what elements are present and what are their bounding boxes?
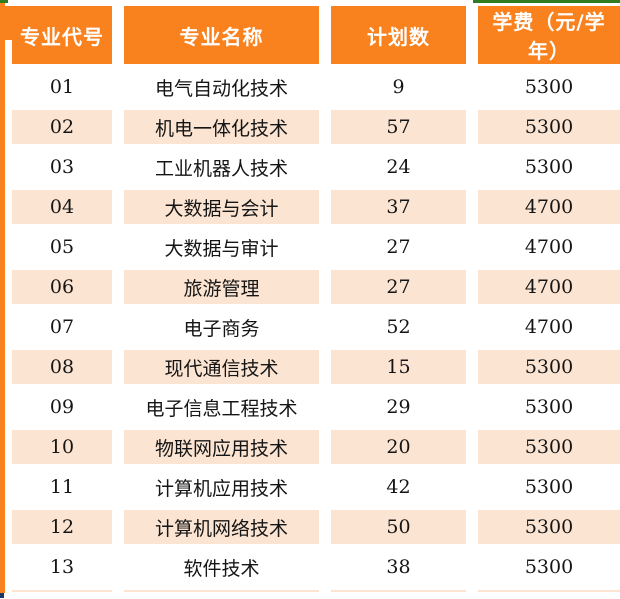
green-top-line [473,0,620,3]
plan-count-cell: 9 [392,76,405,98]
plan-count-cell: 15 [331,350,466,384]
major-code-cell: 03 [49,156,75,178]
tuition-cell: 5300 [524,76,574,98]
table-row: 12 计算机网络技术 50 5300 [12,510,620,544]
plan-count-cell: 50 [331,510,466,544]
major-name-cell: 电子商务 [183,317,260,340]
major-code-cell: 07 [49,316,75,338]
major-code-cell: 05 [49,236,75,258]
column-header-major-name: 专业名称 [124,6,319,64]
table-row: 08 现代通信技术 15 5300 [12,350,620,384]
tuition-cell: 4700 [524,236,574,258]
major-name-cell: 旅游管理 [124,270,319,304]
tuition-cell: 5300 [524,476,574,498]
major-code-cell: 12 [12,510,112,544]
major-name-cell: 机电一体化技术 [124,110,319,144]
green-corner-tick [0,0,8,3]
major-name-cell: 现代通信技术 [124,350,319,384]
plan-count-cell: 29 [386,396,411,418]
plan-count-cell: 20 [331,430,466,464]
table-row: 10 物联网应用技术 20 5300 [12,430,620,464]
tuition-cell: 5300 [478,430,620,464]
major-name-cell: 大数据与审计 [164,237,279,260]
major-code-cell: 02 [12,110,112,144]
tuition-cell: 5300 [524,556,574,578]
plan-count-cell: 57 [331,110,466,144]
tuition-cell: 4700 [478,270,620,304]
navy-bottom-tick [0,593,4,598]
major-code-cell: 11 [49,476,75,498]
major-code-cell: 08 [12,350,112,384]
plan-count-cell: 38 [386,556,411,578]
plan-count-cell: 42 [386,476,411,498]
major-code-cell: 13 [49,556,75,578]
bottom-margin [5,592,620,599]
plan-count-cell: 27 [386,236,411,258]
major-name-cell: 电子信息工程技术 [145,397,298,420]
major-code-cell: 01 [49,76,75,98]
table-row: 05 大数据与审计 27 4700 [12,230,620,264]
tuition-cell: 4700 [478,190,620,224]
column-header-major-code: 专业代号 [12,6,112,64]
tuition-cell: 5300 [478,510,620,544]
table-row: 13 软件技术 38 5300 [12,550,620,584]
major-code-cell: 10 [12,430,112,464]
tuition-cell: 4700 [524,316,574,338]
major-code-cell: 04 [12,190,112,224]
major-name-cell: 物联网应用技术 [124,430,319,464]
plan-count-cell: 52 [386,316,411,338]
major-code-cell: 06 [12,270,112,304]
tuition-cell: 5300 [524,156,574,178]
major-name-cell: 计算机应用技术 [154,477,288,500]
major-name-cell: 大数据与会计 [124,190,319,224]
left-accent-strip [0,0,5,593]
column-header-plan-count: 计划数 [331,6,466,64]
table-row: 02 机电一体化技术 57 5300 [12,110,620,144]
table-row: 06 旅游管理 27 4700 [12,270,620,304]
plan-count-cell: 24 [386,156,411,178]
table-row: 03 工业机器人技术 24 5300 [12,150,620,184]
major-name-cell: 软件技术 [183,557,260,580]
plan-count-cell: 27 [331,270,466,304]
major-name-cell: 计算机网络技术 [124,510,319,544]
plan-count-cell: 37 [331,190,466,224]
table-row: 11 计算机应用技术 42 5300 [12,470,620,504]
table-row: 07 电子商务 52 4700 [12,310,620,344]
column-header-tuition: 学费（元/学年） [478,6,620,64]
table-row: 01 电气自动化技术 9 5300 [12,70,620,104]
major-name-cell: 电气自动化技术 [154,77,288,100]
tuition-cell: 5300 [478,350,620,384]
major-name-cell: 工业机器人技术 [154,157,288,180]
major-code-cell: 09 [49,396,75,418]
header-row: 专业代号 专业名称 计划数 学费（元/学年） [12,6,620,64]
table-row: 04 大数据与会计 37 4700 [12,190,620,224]
tuition-cell: 5300 [524,396,574,418]
tuition-cell: 5300 [478,110,620,144]
table-row: 09 电子信息工程技术 29 5300 [12,390,620,424]
